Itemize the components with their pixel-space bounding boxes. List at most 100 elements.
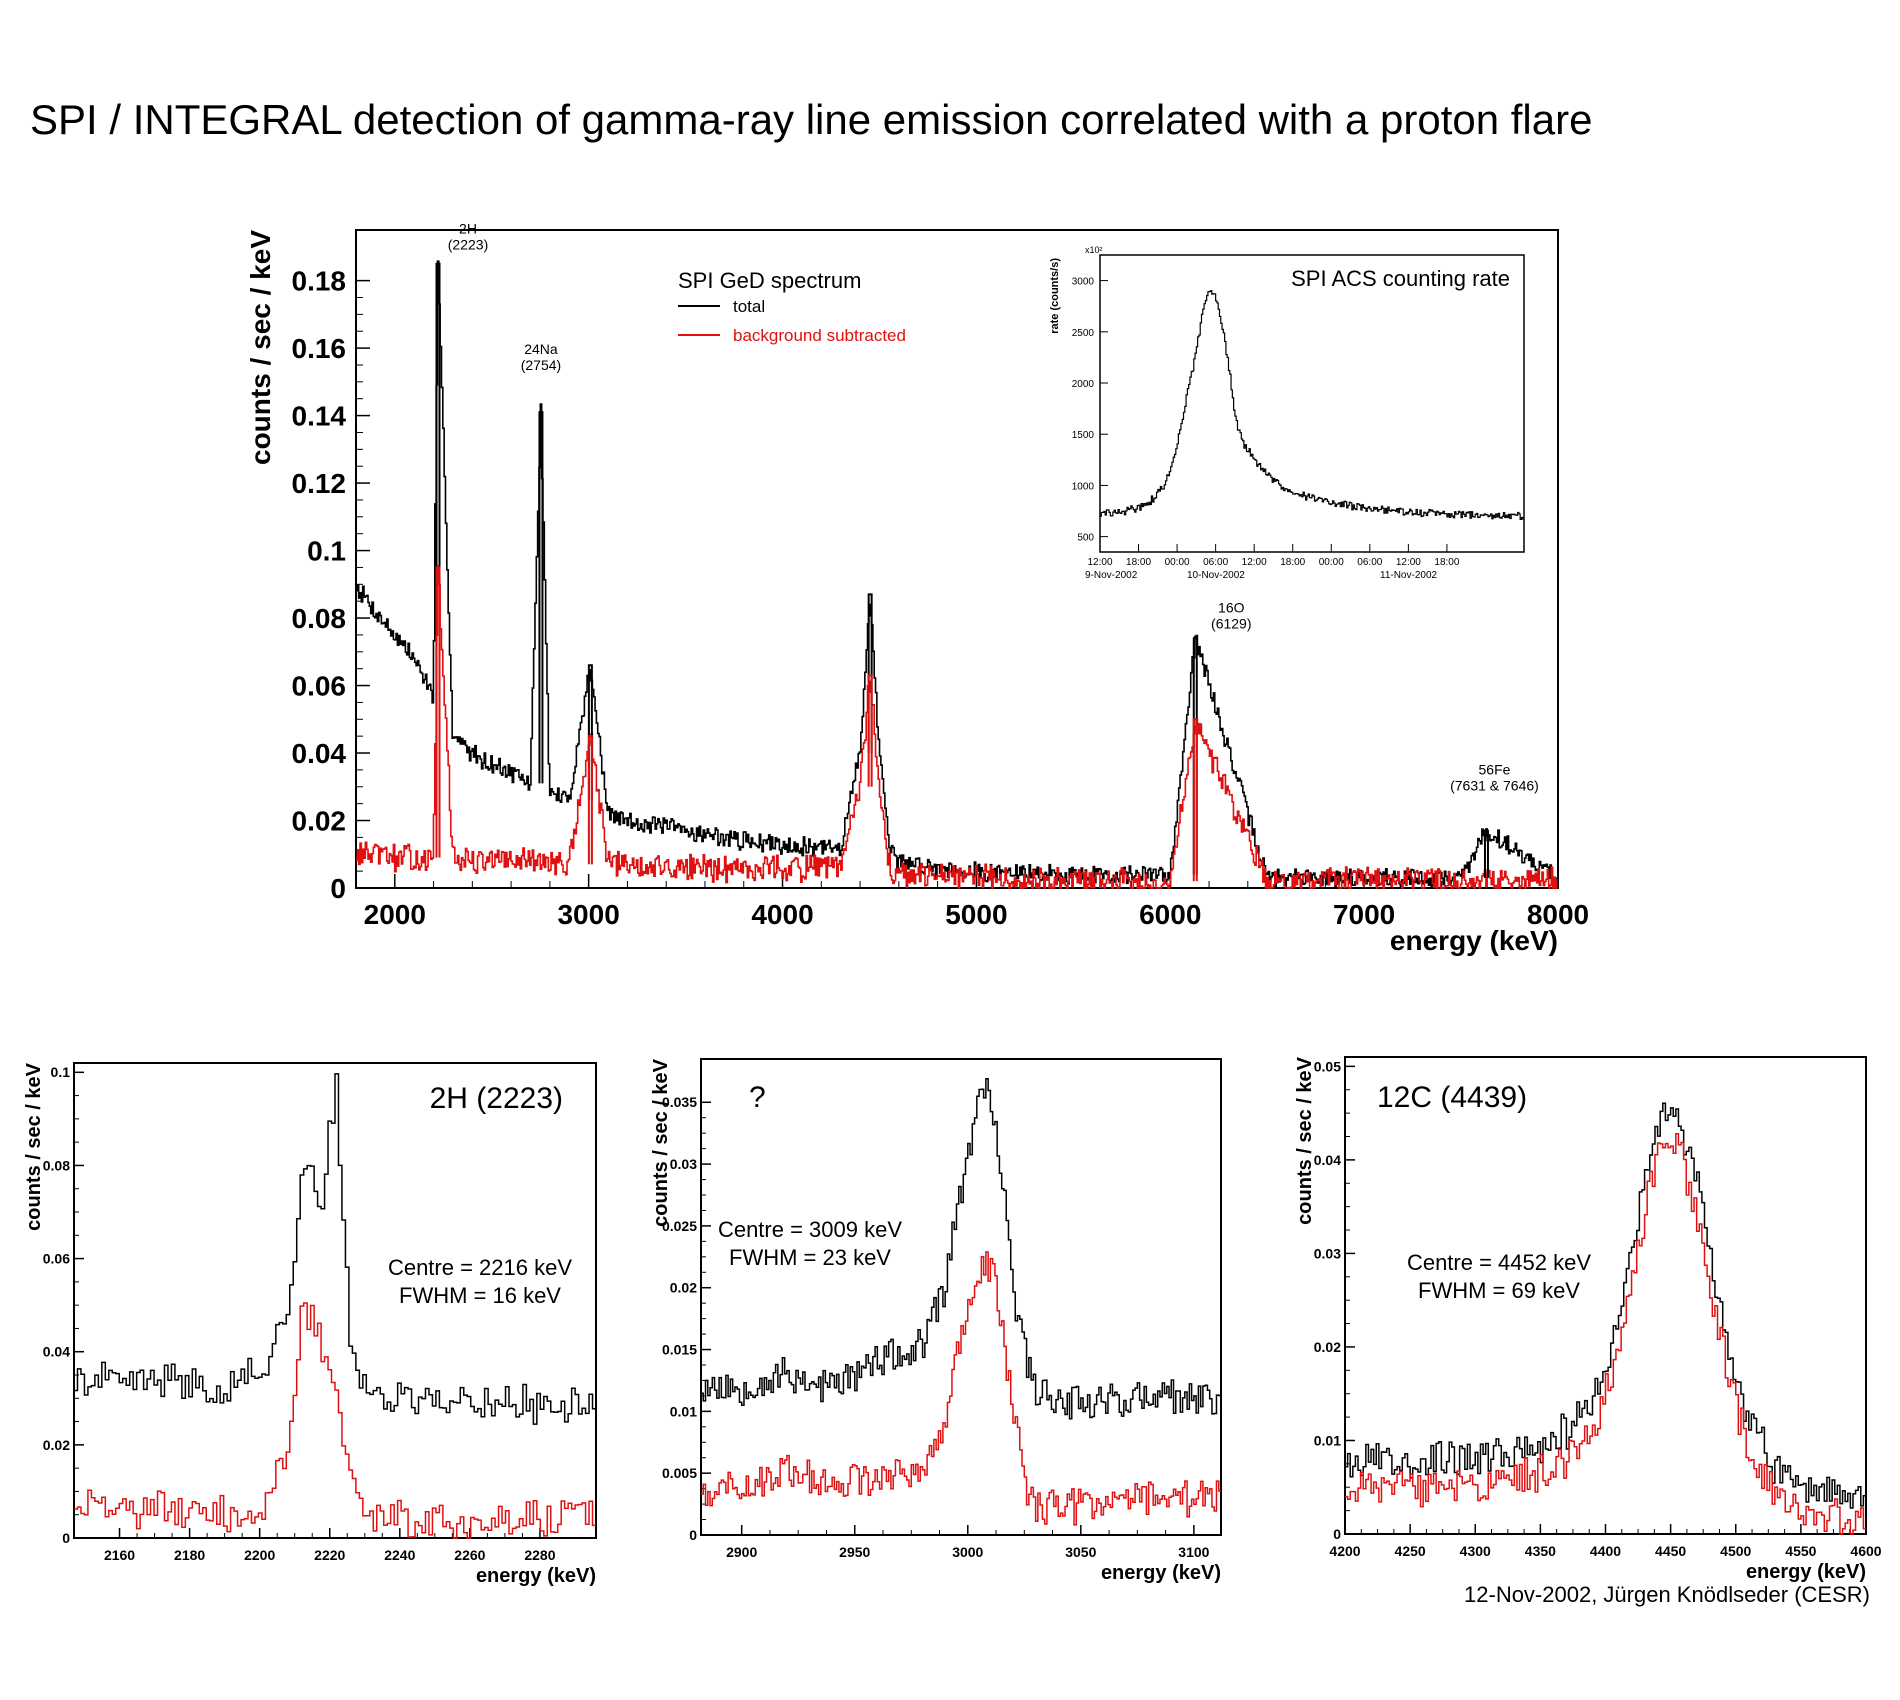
x-tick-label: 4500 [1720,1543,1751,1559]
peak-label: 56Fe [1479,762,1511,778]
fit-annotation-line: Centre = 3009 keV [718,1217,902,1242]
y-tick-label: 0.02 [1314,1339,1341,1355]
inset-x-tick-label: 12:00 [1396,557,1421,568]
inset-x-tick-label: 18:00 [1126,557,1151,568]
y-tick-label: 0.16 [292,333,347,364]
x-axis-label: energy (keV) [1746,1561,1866,1583]
total-peak-4452 [867,593,873,754]
series-total-line [1345,1102,1866,1509]
y-axis-label: counts / sec / keV [650,1058,672,1227]
total-peak-3009 [587,664,593,801]
peak-energy-label: (2754) [521,357,561,373]
x-tick-label: 6000 [1139,899,1201,930]
main-spectrum-chart: 2000 3000 4000 5000 6000 7000 8000 0 0.02 0.04 0.0… [245,221,1589,956]
y-tick-label: 0.06 [43,1250,70,1266]
legend-entry-label: background subtracted [733,326,906,345]
x-tick-label: 2160 [104,1547,135,1563]
x-tick-label: 5000 [945,899,1007,930]
y-tick-label: 0.02 [670,1280,697,1296]
x-tick-label: 4250 [1395,1543,1426,1559]
inset-frame [1099,254,1525,553]
plot-frame [73,1062,597,1539]
inset-date-label: 10-Nov-2002 [1187,570,1245,581]
panel-unknown-line: 2900 2950 3000 3050 3100 0 0.005 0.01 0.015 0.02 0… [650,1058,1222,1584]
x-axis-label: energy (keV) [476,1565,596,1587]
panel-title: ? [749,1081,766,1114]
inset-x-tick-label: 12:00 [1087,557,1112,568]
y-tick-label: 0 [1333,1526,1341,1542]
x-tick-label: 4000 [751,899,813,930]
x-tick-label: 4300 [1460,1543,1491,1559]
y-tick-label: 0.08 [43,1157,70,1173]
panel-12c-line: 4200 4250 4300 4350 4400 4450 4500 4550 4600 0 0.0… [1294,1056,1882,1583]
plot-frame [355,229,1559,889]
inset-y-tick-label: 1000 [1072,481,1095,492]
y-tick-label: 0.01 [670,1403,697,1419]
inset-y-axis-label: rate (counts/s) [1049,258,1061,334]
x-tick-label: 4450 [1655,1543,1686,1559]
inset-y-tick-label: 1500 [1072,430,1095,441]
legend-entry-label: total [733,297,765,316]
total-peak-7631 [1483,829,1489,878]
fit-annotation-line: FWHM = 23 keV [729,1245,891,1270]
inset-y-tick-label: 3000 [1072,277,1095,288]
y-tick-label: 0.1 [51,1064,71,1080]
x-tick-label: 4550 [1785,1543,1816,1559]
inset-x-tick-label: 06:00 [1357,557,1382,568]
x-tick-label: 2950 [839,1544,870,1560]
series-background-subtracted-line [701,1251,1221,1526]
peak-energy-label: (7631 & 7646) [1450,778,1539,794]
legend-title: SPI GeD spectrum [678,268,861,293]
panel-title: 12C (4439) [1377,1081,1527,1114]
x-tick-label: 4350 [1525,1543,1556,1559]
inset-date-label: 9-Nov-2002 [1085,570,1138,581]
y-tick-label: 0.1 [307,535,346,566]
x-tick-label: 2220 [314,1547,345,1563]
inset-x-tick-label: 18:00 [1434,557,1459,568]
plot-frame [700,1058,1222,1536]
y-tick-label: 0.05 [1314,1058,1341,1074]
y-tick-label: 0.06 [292,670,347,701]
x-tick-label: 3000 [952,1544,983,1560]
inset-rate-line [1100,290,1524,520]
inset-y-tick-label: 2500 [1072,328,1095,339]
peak-label: 24Na [524,341,558,357]
y-tick-label: 0 [689,1527,697,1543]
peak-energy-label: (2223) [448,237,488,253]
y-tick-label: 0.14 [292,400,347,431]
y-tick-label: 0.08 [292,603,347,634]
x-tick-label: 2240 [384,1547,415,1563]
inset-y-exponent: x10² [1085,245,1103,255]
x-tick-label: 3000 [557,899,619,930]
y-tick-label: 0.02 [292,805,347,836]
y-tick-label: 0 [62,1530,70,1546]
x-axis-label: energy (keV) [1390,925,1558,956]
inset-y-tick-label: 500 [1077,533,1094,544]
y-tick-label: 0.04 [292,738,347,769]
inset-x-tick-label: 00:00 [1165,557,1190,568]
series-total-line [701,1077,1221,1420]
x-tick-label: 2000 [364,899,426,930]
y-axis-label: counts / sec / keV [1294,1056,1316,1225]
peak-energy-label: (6129) [1211,615,1251,631]
x-tick-label: 4200 [1329,1543,1360,1559]
y-tick-label: 0.035 [662,1094,697,1110]
x-tick-label: 2280 [524,1547,555,1563]
series-background-subtracted-line [1345,1133,1866,1535]
inset-x-tick-label: 00:00 [1319,557,1344,568]
total-peak-2754 [538,411,544,784]
x-tick-label: 7000 [1333,899,1395,930]
y-tick-label: 0 [330,873,346,904]
x-tick-label: 3100 [1178,1544,1209,1560]
y-tick-label: 0.03 [670,1156,697,1172]
peak-label: 16O [1218,599,1245,615]
series-total-line [74,1073,596,1425]
x-tick-label: 4600 [1850,1543,1881,1559]
y-tick-label: 0.18 [292,265,347,296]
inset-date-label: 11-Nov-2002 [1380,570,1438,581]
inset-x-tick-label: 18:00 [1280,557,1305,568]
inset-y-tick-label: 2000 [1072,379,1095,390]
peak-label: 2H [459,221,477,237]
x-tick-label: 3050 [1065,1544,1096,1560]
